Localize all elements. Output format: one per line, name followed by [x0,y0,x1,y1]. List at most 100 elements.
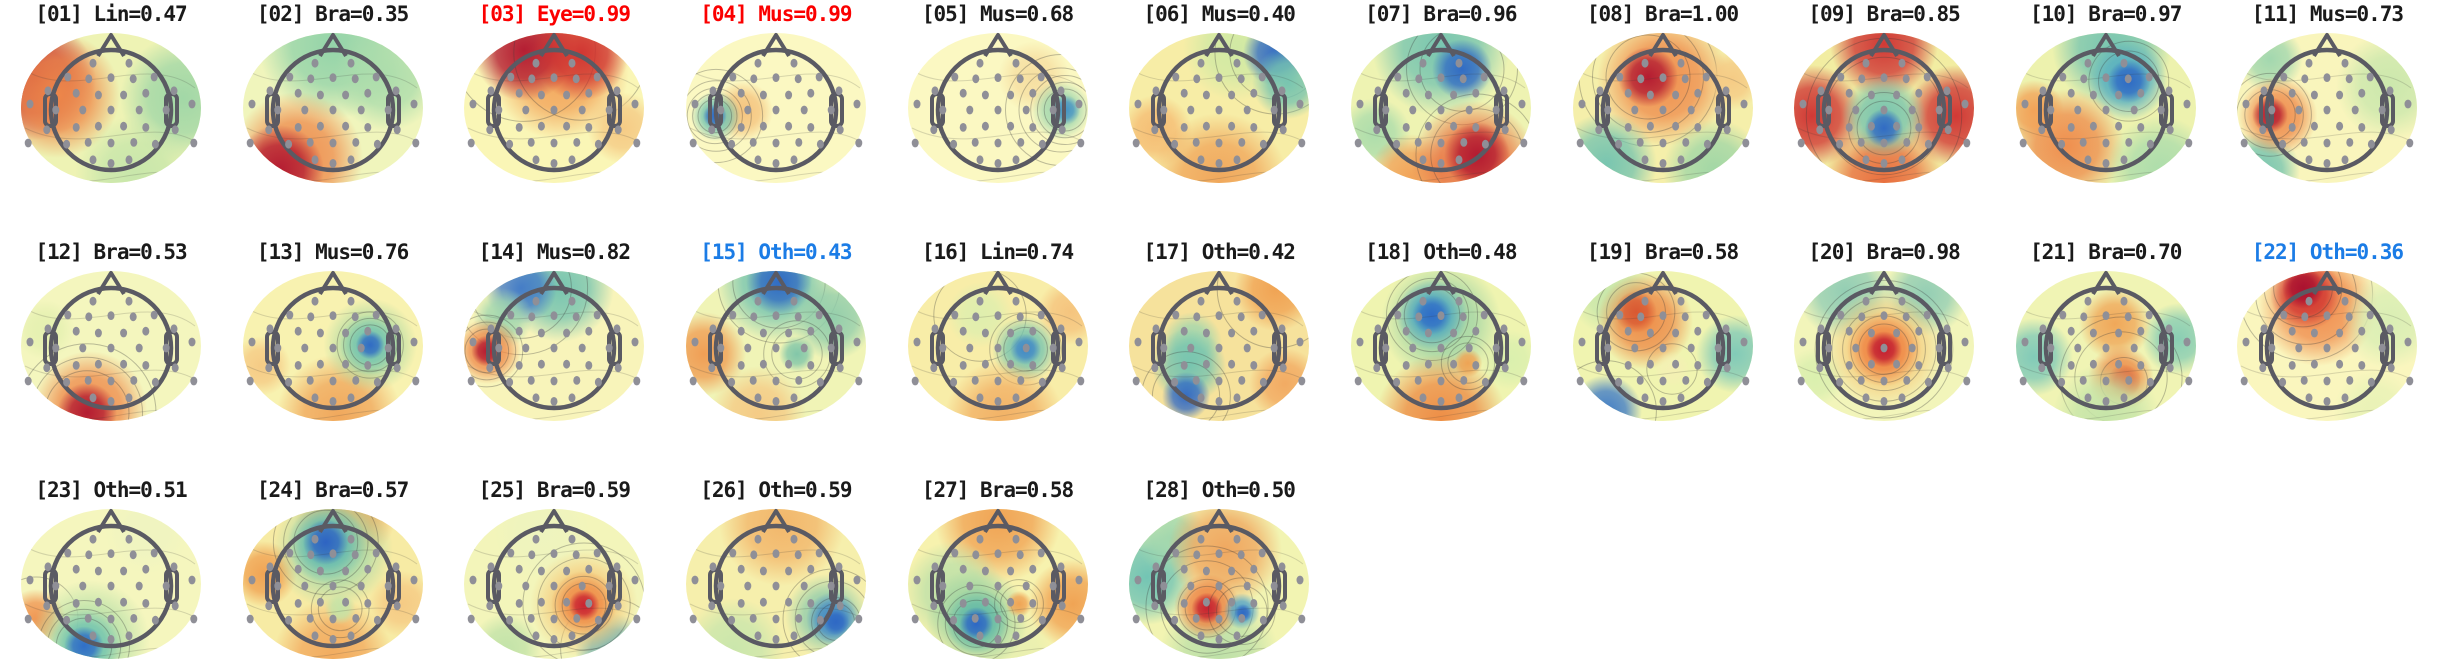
electrode-dots [1797,58,1971,168]
component-card: [06] Mus=0.40 [1108,0,1330,238]
electrode-dots [467,534,641,644]
component-title: [21] Bra=0.70 [2030,240,2182,264]
component-card: [24] Bra=0.57 [222,476,444,667]
component-title: [23] Oth=0.51 [35,478,187,502]
topomap [685,509,866,659]
head-outline [1821,285,1947,411]
electrode-dots [1797,296,1971,406]
topomap [1350,271,1531,421]
component-card: [03] Eye=0.99 [443,0,665,238]
head-outline [1156,285,1282,411]
electrode-dots [2019,296,2192,406]
component-card: [10] Bra=0.97 [1995,0,2217,238]
topomap [2015,271,2196,421]
electrode-dots [246,58,419,168]
component-card: [14] Mus=0.82 [443,238,665,476]
head-outline [2043,47,2168,173]
head-outline [492,285,617,411]
component-title: [01] Lin=0.47 [35,2,187,26]
component-title: [08] Bra=1.00 [1586,2,1739,26]
head-outline [935,47,1060,173]
component-card: [22] Oth=0.36 [2216,238,2438,476]
topomap [1129,271,1310,421]
head-outline [48,47,174,173]
component-card: [26] Oth=0.59 [665,476,887,667]
topomap [464,33,645,183]
component-title: [12] Bra=0.53 [35,240,187,264]
electrode-dots [24,296,198,406]
component-card: [25] Bra=0.59 [443,476,665,667]
head-outline [492,523,617,649]
component-title: [22] Oth=0.36 [2251,240,2404,264]
component-card: [17] Oth=0.42 [1108,238,1330,476]
head-outline [935,285,1060,411]
component-card: [15] Oth=0.43 [665,238,887,476]
component-card: [19] Bra=0.58 [1552,238,1774,476]
topomap [1794,271,1975,421]
component-card: [02] Bra=0.35 [222,0,444,238]
topomap [242,509,423,659]
electrode-dots [689,534,863,644]
head-outline [492,47,617,173]
component-title: [19] Bra=0.58 [1586,240,1739,264]
topomap [2237,271,2418,421]
electrode-dots [467,58,641,168]
head-outline [935,523,1060,649]
electrode-dots [246,534,419,644]
component-title: [10] Bra=0.97 [2030,2,2182,26]
electrode-dots [1132,534,1306,644]
head-outline [713,285,839,411]
component-title: [13] Mus=0.76 [256,240,409,264]
component-card: [27] Bra=0.58 [887,476,1109,667]
topomap [464,271,645,421]
component-title: [26] Oth=0.59 [700,478,852,502]
topomap [21,509,201,659]
topomap [685,33,866,183]
component-title: [11] Mus=0.73 [2251,2,2404,26]
electrode-dots [1354,296,1528,406]
topomap [2015,33,2196,183]
electrode-dots [2241,58,2414,168]
electrode-dots [911,58,1084,168]
component-title: [25] Bra=0.59 [478,478,631,502]
component-title: [06] Mus=0.40 [1143,2,1296,26]
topomap [1572,271,1753,421]
topomap [907,33,1088,183]
component-card: [16] Lin=0.74 [887,238,1109,476]
electrode-dots [1576,296,1749,406]
topomap [1129,33,1310,183]
head-outline [48,523,174,649]
electrode-dots [689,296,863,406]
electrode-dots [1354,58,1528,168]
topomap [242,271,423,421]
head-outline [1156,523,1282,649]
topomap [907,271,1088,421]
topomap [907,509,1088,659]
head-outline [713,47,839,173]
topomap [685,271,866,421]
head-outline [270,523,395,649]
head-outline [48,285,174,411]
head-outline [1156,47,1282,173]
head-outline [270,285,395,411]
electrode-dots [1132,58,1306,168]
electrode-dots [24,534,198,644]
head-outline [1378,47,1504,173]
component-card: [21] Bra=0.70 [1995,238,2217,476]
electrode-dots [246,296,419,406]
topomap [2237,33,2418,183]
topomap [464,509,645,659]
component-card: [01] Lin=0.47 [0,0,222,238]
head-outline [270,47,395,173]
component-title: [18] Oth=0.48 [1365,240,1517,264]
component-title: [16] Lin=0.74 [921,240,1074,264]
component-title: [28] Oth=0.50 [1143,478,1296,502]
component-card: [09] Bra=0.85 [1773,0,1995,238]
head-outline [713,523,839,649]
component-title: [03] Eye=0.99 [478,2,631,26]
head-outline [2265,285,2390,411]
component-card: [08] Bra=1.00 [1552,0,1774,238]
electrode-dots [1576,58,1749,168]
head-outline [1600,47,1725,173]
